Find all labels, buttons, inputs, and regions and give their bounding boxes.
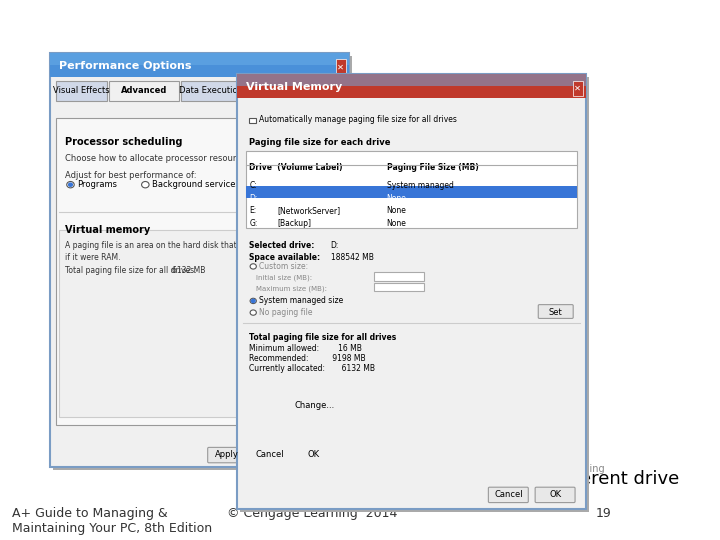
FancyBboxPatch shape (237, 75, 586, 86)
FancyBboxPatch shape (237, 75, 586, 98)
Text: OK: OK (307, 450, 320, 460)
Text: Paging file size for each drive: Paging file size for each drive (250, 138, 391, 147)
Text: Virtual memory: Virtual memory (66, 225, 150, 235)
FancyBboxPatch shape (251, 447, 288, 463)
Text: G:: G: (250, 219, 258, 228)
Text: Processor scheduling: Processor scheduling (66, 137, 183, 147)
FancyBboxPatch shape (374, 283, 424, 292)
FancyBboxPatch shape (572, 80, 582, 96)
FancyBboxPatch shape (50, 53, 349, 77)
Text: Background services: Background services (152, 180, 240, 189)
Text: Initial size (MB):: Initial size (MB): (256, 275, 312, 281)
FancyBboxPatch shape (50, 53, 349, 467)
Text: Maximum size (MB):: Maximum size (MB): (256, 286, 327, 292)
Text: Space available:: Space available: (250, 253, 320, 262)
FancyBboxPatch shape (295, 447, 332, 463)
FancyBboxPatch shape (240, 77, 590, 512)
Circle shape (250, 298, 256, 303)
Text: Figure 10-8: Figure 10-8 (251, 470, 373, 488)
FancyBboxPatch shape (56, 118, 343, 424)
Text: Recommended:          9198 MB: Recommended: 9198 MB (250, 354, 366, 363)
Text: Figure 10-8: Figure 10-8 (237, 470, 359, 488)
Text: System managed: System managed (387, 181, 454, 190)
Text: © 2013 Delmar Cengage Learning: © 2013 Delmar Cengage Learning (436, 464, 605, 474)
Text: D:: D: (330, 241, 339, 251)
FancyBboxPatch shape (50, 53, 349, 65)
Circle shape (142, 181, 149, 188)
Text: E:: E: (250, 206, 257, 215)
Text: Figure 10-8 Move Pagefile.sys to a different drive: Figure 10-8 Move Pagefile.sys to a diffe… (237, 470, 679, 488)
Text: Choose how to allocate processor resources.: Choose how to allocate processor resourc… (66, 154, 253, 163)
Text: Figure 10-8 Move Pagefile.sys to a different drive: Figure 10-8 Move Pagefile.sys to a diffe… (91, 470, 533, 488)
FancyBboxPatch shape (59, 231, 340, 416)
FancyBboxPatch shape (246, 151, 577, 228)
Text: Total paging file size for all drives: Total paging file size for all drives (250, 333, 397, 342)
FancyBboxPatch shape (246, 186, 577, 198)
FancyBboxPatch shape (374, 272, 424, 281)
FancyBboxPatch shape (237, 75, 586, 509)
Text: [NetworkServer]: [NetworkServer] (277, 206, 341, 215)
FancyBboxPatch shape (488, 487, 528, 503)
Text: C:: C: (250, 181, 257, 190)
Text: Advanced: Advanced (121, 86, 167, 95)
FancyBboxPatch shape (535, 487, 575, 503)
FancyBboxPatch shape (539, 305, 573, 319)
Text: Minimum allowed:        16 MB: Minimum allowed: 16 MB (250, 345, 362, 354)
Text: Cancel: Cancel (494, 490, 523, 499)
Circle shape (68, 183, 72, 186)
Text: 6132 MB: 6132 MB (171, 266, 205, 275)
Text: Performance Options: Performance Options (59, 61, 192, 71)
Circle shape (67, 181, 74, 188)
FancyBboxPatch shape (109, 80, 179, 101)
Text: if it were RAM.: if it were RAM. (66, 253, 121, 261)
Text: D:: D: (250, 194, 258, 202)
FancyBboxPatch shape (181, 80, 290, 101)
Text: Programs: Programs (77, 180, 117, 189)
FancyBboxPatch shape (207, 447, 245, 463)
Text: ✕: ✕ (574, 84, 581, 92)
FancyBboxPatch shape (336, 59, 346, 75)
Text: None: None (387, 194, 407, 202)
Text: Total paging file size for all drives:: Total paging file size for all drives: (66, 266, 197, 275)
Text: Change...: Change... (295, 401, 335, 410)
Text: Paging File Size (MB): Paging File Size (MB) (387, 163, 479, 172)
Text: Currently allocated:       6132 MB: Currently allocated: 6132 MB (250, 363, 376, 373)
Text: None: None (387, 219, 407, 228)
Text: © Cengage Learning  2014: © Cengage Learning 2014 (227, 507, 397, 520)
Circle shape (250, 264, 256, 269)
Text: None: None (387, 206, 407, 215)
Text: Adjust for best performance of:: Adjust for best performance of: (66, 171, 197, 180)
Text: A paging file is an area on the hard disk that Windows uses as: A paging file is an area on the hard dis… (66, 241, 305, 250)
FancyBboxPatch shape (295, 398, 335, 414)
FancyBboxPatch shape (53, 56, 352, 470)
Text: OK: OK (549, 490, 561, 499)
Text: Visual Effects: Visual Effects (53, 86, 110, 95)
Text: Selected drive:: Selected drive: (250, 241, 315, 251)
Text: Cancel: Cancel (256, 450, 284, 460)
Text: [Backup]: [Backup] (277, 219, 312, 228)
Text: 188542 MB: 188542 MB (330, 253, 374, 262)
Text: Apply: Apply (215, 450, 238, 460)
Text: Automatically manage paging file size for all drives: Automatically manage paging file size fo… (258, 116, 456, 124)
Circle shape (251, 299, 255, 302)
FancyBboxPatch shape (250, 118, 256, 123)
Text: Drive  (Volume Label): Drive (Volume Label) (250, 163, 343, 172)
Text: Set: Set (549, 308, 562, 316)
FancyBboxPatch shape (56, 80, 107, 101)
Text: Custom size:: Custom size: (259, 262, 309, 271)
Text: No paging file: No paging file (259, 308, 313, 317)
Circle shape (250, 310, 256, 315)
Text: System managed size: System managed size (259, 296, 343, 306)
Text: Data Execution Prevention: Data Execution Prevention (179, 86, 292, 95)
Text: ✕: ✕ (337, 62, 344, 71)
Text: A+ Guide to Managing &
Maintaining Your PC, 8th Edition: A+ Guide to Managing & Maintaining Your … (12, 507, 212, 535)
Text: Virtual Memory: Virtual Memory (246, 83, 343, 92)
Text: 19: 19 (595, 507, 611, 520)
